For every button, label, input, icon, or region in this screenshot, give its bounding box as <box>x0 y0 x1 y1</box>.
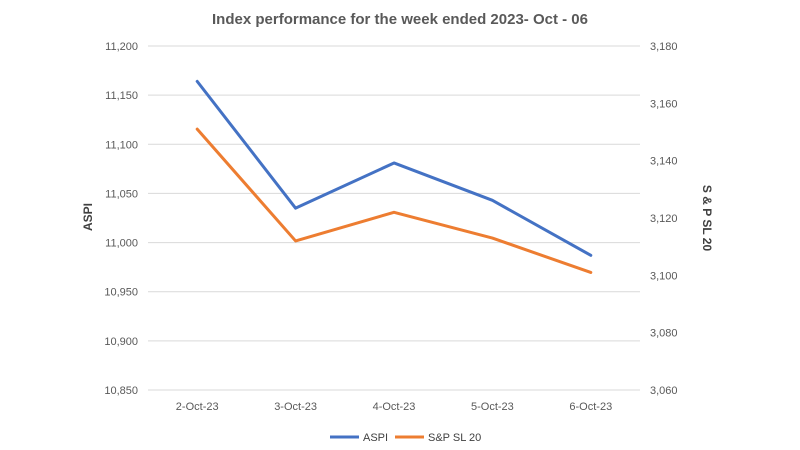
series-line-s-p-sl-20 <box>195 127 593 274</box>
x-tick-label: 6-Oct-23 <box>569 401 612 413</box>
x-axis-ticks: 2-Oct-23 3-Oct-23 4-Oct-23 5-Oct-23 6-Oct-23 <box>176 401 612 413</box>
right-tick-label: 3,080 <box>650 328 678 340</box>
legend-label-aspi: ASPI <box>363 432 388 444</box>
right-y-axis-ticks: 3,060 3,080 3,100 3,120 3,140 3,160 3,180 <box>650 41 678 397</box>
right-axis-label: S & P SL 20 <box>700 185 714 252</box>
left-y-axis-ticks: 10,850 10,900 10,950 11,000 11,050 11,100 11,1… <box>104 41 138 397</box>
x-tick-label: 3-Oct-23 <box>274 401 317 413</box>
x-tick-label: 2-Oct-23 <box>176 401 219 413</box>
right-tick-label: 3,100 <box>650 270 678 282</box>
right-tick-label: 3,180 <box>650 41 678 53</box>
left-tick-label: 11,100 <box>105 139 138 151</box>
gridlines <box>148 45 640 391</box>
left-tick-label: 11,150 <box>105 90 138 102</box>
left-axis-label: ASPI <box>81 203 95 231</box>
left-tick-label: 10,950 <box>104 287 138 299</box>
legend-label-sp-sl-20: S&P SL 20 <box>428 432 481 444</box>
right-tick-label: 3,120 <box>650 213 678 225</box>
left-tick-label: 10,850 <box>104 385 138 397</box>
right-tick-label: 3,160 <box>650 98 678 110</box>
left-tick-label: 11,050 <box>105 188 138 200</box>
left-tick-label: 11,200 <box>105 41 138 53</box>
left-tick-label: 10,900 <box>104 336 138 348</box>
series-line-aspi <box>195 79 593 257</box>
x-tick-label: 4-Oct-23 <box>373 401 416 413</box>
left-tick-label: 11,000 <box>105 238 138 250</box>
right-tick-label: 3,060 <box>650 385 678 397</box>
x-tick-label: 5-Oct-23 <box>471 401 514 413</box>
legend: ASPI S&P SL 20 <box>330 432 481 444</box>
chart-title: Index performance for the week ended 202… <box>212 11 588 28</box>
right-tick-label: 3,140 <box>650 156 678 168</box>
series-lines <box>195 79 593 274</box>
